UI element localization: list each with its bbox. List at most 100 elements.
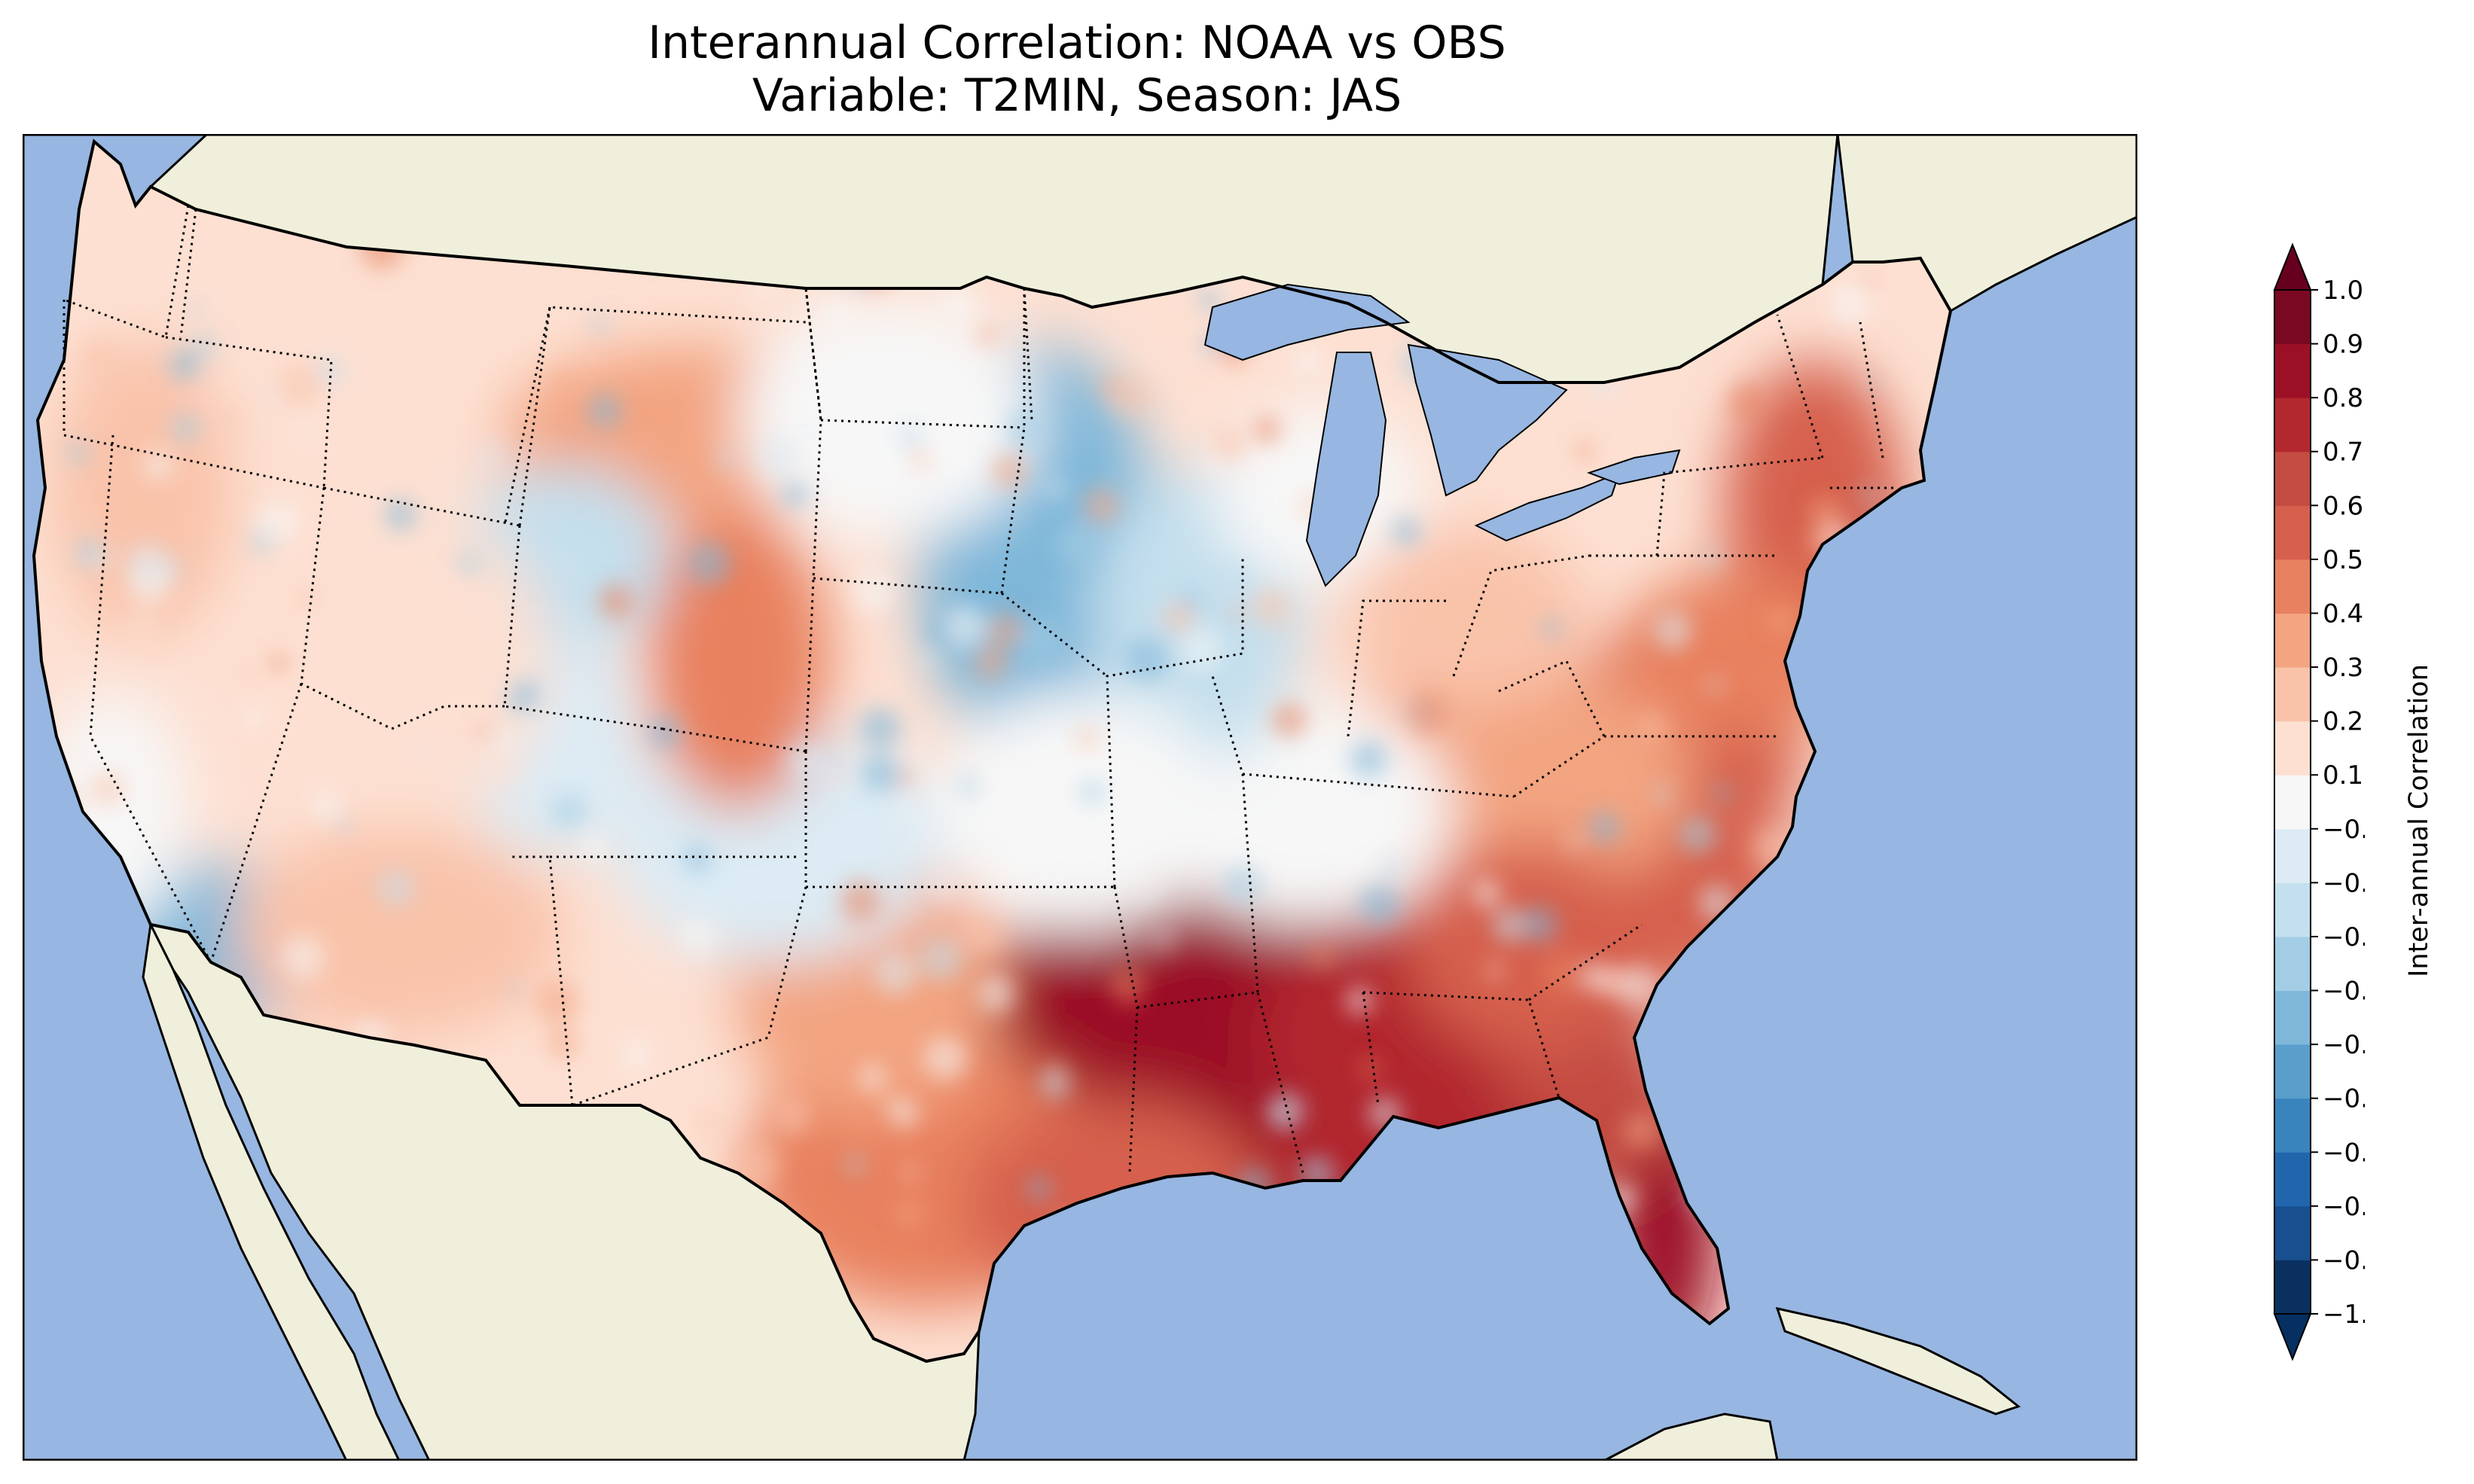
correlation-speckle (920, 650, 938, 668)
correlation-speckle (1271, 702, 1307, 738)
correlation-speckle (496, 734, 516, 754)
correlation-speckle (1701, 547, 1722, 568)
colorbar-tick-label: 0.3 (2323, 653, 2363, 683)
colorbar-tick-label: −0.6 (2323, 1084, 2365, 1114)
land-area (1775, 1306, 2021, 1415)
correlation-speckle (507, 983, 520, 996)
colorbar-tick-label: −0.7 (2323, 1138, 2365, 1168)
correlation-speckle (171, 413, 200, 443)
correlation-speckle (1597, 965, 1629, 998)
colorbar-segment (2274, 990, 2311, 1045)
colorbar-tick-label: −1.0 (2323, 1300, 2365, 1330)
correlation-speckle (1499, 467, 1542, 510)
colorbar-tick-label: −0.8 (2323, 1192, 2365, 1222)
correlation-speckle (1005, 1141, 1018, 1154)
correlation-cell (1408, 842, 1649, 1053)
correlation-speckle (1018, 617, 1060, 660)
state-border (1347, 599, 1446, 737)
correlation-speckle (1622, 1112, 1660, 1150)
lake (1203, 283, 1411, 361)
correlation-speckle (296, 587, 318, 609)
colorbar-tick-label: 0.5 (2323, 545, 2363, 575)
correlation-speckle (1707, 677, 1722, 693)
colorbar-extend-min (2273, 1313, 2312, 1361)
correlation-speckle (1252, 587, 1290, 626)
correlation-speckle (267, 387, 282, 402)
correlation-speckle (938, 285, 977, 323)
correlation-speckle (1729, 383, 1768, 421)
correlation-speckle (1005, 409, 1048, 451)
correlation-speckle (1045, 478, 1066, 498)
correlation-speckle (468, 782, 484, 799)
correlation-speckle (81, 339, 116, 375)
correlation-speckle (75, 538, 105, 568)
state-border (804, 288, 822, 421)
correlation-speckle (1274, 348, 1292, 366)
colorbar-segment (2274, 1152, 2311, 1207)
correlation-speckle (1082, 487, 1120, 525)
correlation-speckle (1392, 517, 1421, 546)
state-border (179, 209, 197, 338)
correlation-speckle (776, 1098, 812, 1134)
correlation-speckle (255, 501, 298, 543)
correlation-map (23, 134, 2137, 1461)
correlation-speckle (1588, 811, 1621, 844)
correlation-speckle (1140, 883, 1156, 899)
correlation-speckle (1380, 855, 1404, 880)
correlation-speckle (1147, 328, 1183, 364)
state-border (813, 577, 1002, 595)
correlation-speckle (1542, 619, 1562, 638)
colorbar-segment (2274, 1205, 2311, 1260)
state-border (1106, 556, 1244, 888)
state-border (1242, 772, 1515, 798)
state-border (1498, 660, 1606, 737)
correlation-speckle (269, 653, 288, 672)
correlation-speckle (1075, 725, 1100, 750)
correlation-speckle (1491, 907, 1528, 943)
correlation-speckle (944, 443, 973, 474)
correlation-speckle (925, 751, 941, 766)
correlation-speckle (972, 644, 1009, 681)
state-border (804, 288, 822, 752)
correlation-speckle (853, 571, 895, 614)
correlation-speckle (696, 1111, 717, 1133)
correlation-speckle (688, 541, 731, 585)
state-border (512, 855, 574, 1106)
correlation-speckle (354, 988, 390, 1024)
colorbar-tick-label: 0.8 (2323, 383, 2363, 413)
correlation-speckle (859, 1065, 886, 1092)
correlation-speckle (1293, 346, 1322, 375)
correlation-speckle (1653, 611, 1692, 651)
correlation-speckle (336, 818, 350, 832)
state-border (1136, 991, 1304, 1174)
correlation-speckle (1486, 962, 1503, 979)
correlation-speckle (560, 557, 578, 575)
correlation-speckle (1860, 486, 1878, 504)
correlation-speckle (547, 1028, 578, 1059)
correlation-speckle (144, 449, 174, 480)
correlation-speckle (678, 916, 718, 956)
correlation-speckle (1158, 933, 1173, 948)
colorbar-segment (2274, 613, 2311, 668)
correlation-speckle (551, 373, 573, 395)
state-border (165, 336, 333, 489)
colorbar-segment (2274, 1260, 2311, 1315)
state-border (1655, 456, 1823, 556)
colorbar-segment (2274, 1044, 2311, 1099)
colorbar-extend-max (2273, 242, 2312, 291)
colorbar-segment (2274, 667, 2311, 722)
correlation-cell (233, 827, 565, 1038)
state-border (820, 419, 1025, 429)
correlation-speckle (1808, 497, 1843, 532)
correlation-speckle (1349, 740, 1388, 779)
lake (1305, 352, 1387, 587)
correlation-speckle (923, 1037, 967, 1080)
correlation-speckle (911, 449, 932, 470)
correlation-speckle (90, 771, 126, 806)
correlation-speckle (1252, 416, 1281, 444)
correlation-speckle (537, 435, 554, 453)
correlation-speckle (859, 707, 901, 749)
correlation-speckle (281, 935, 325, 980)
correlation-speckle (458, 551, 481, 575)
correlation-speckle (1344, 986, 1374, 1015)
